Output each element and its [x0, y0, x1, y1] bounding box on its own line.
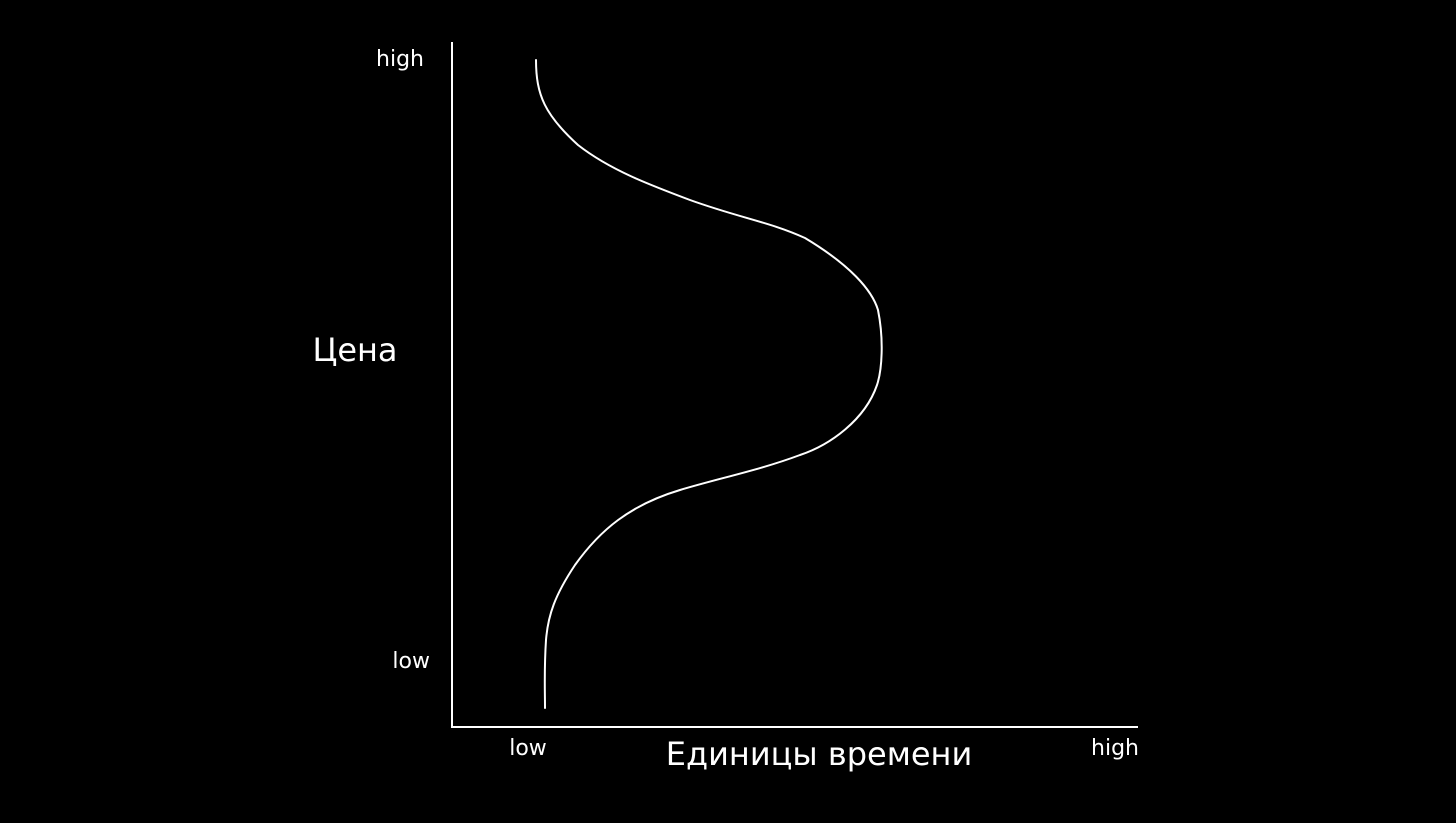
x-axis-title: Единицы времени: [666, 735, 972, 773]
profile-curve: [535, 59, 883, 709]
x-high-label: high: [1091, 736, 1139, 761]
x-low-label: low: [509, 736, 547, 761]
y-high-label: high: [376, 47, 424, 72]
y-axis-title: Цена: [312, 331, 397, 369]
y-low-label: low: [392, 649, 430, 674]
